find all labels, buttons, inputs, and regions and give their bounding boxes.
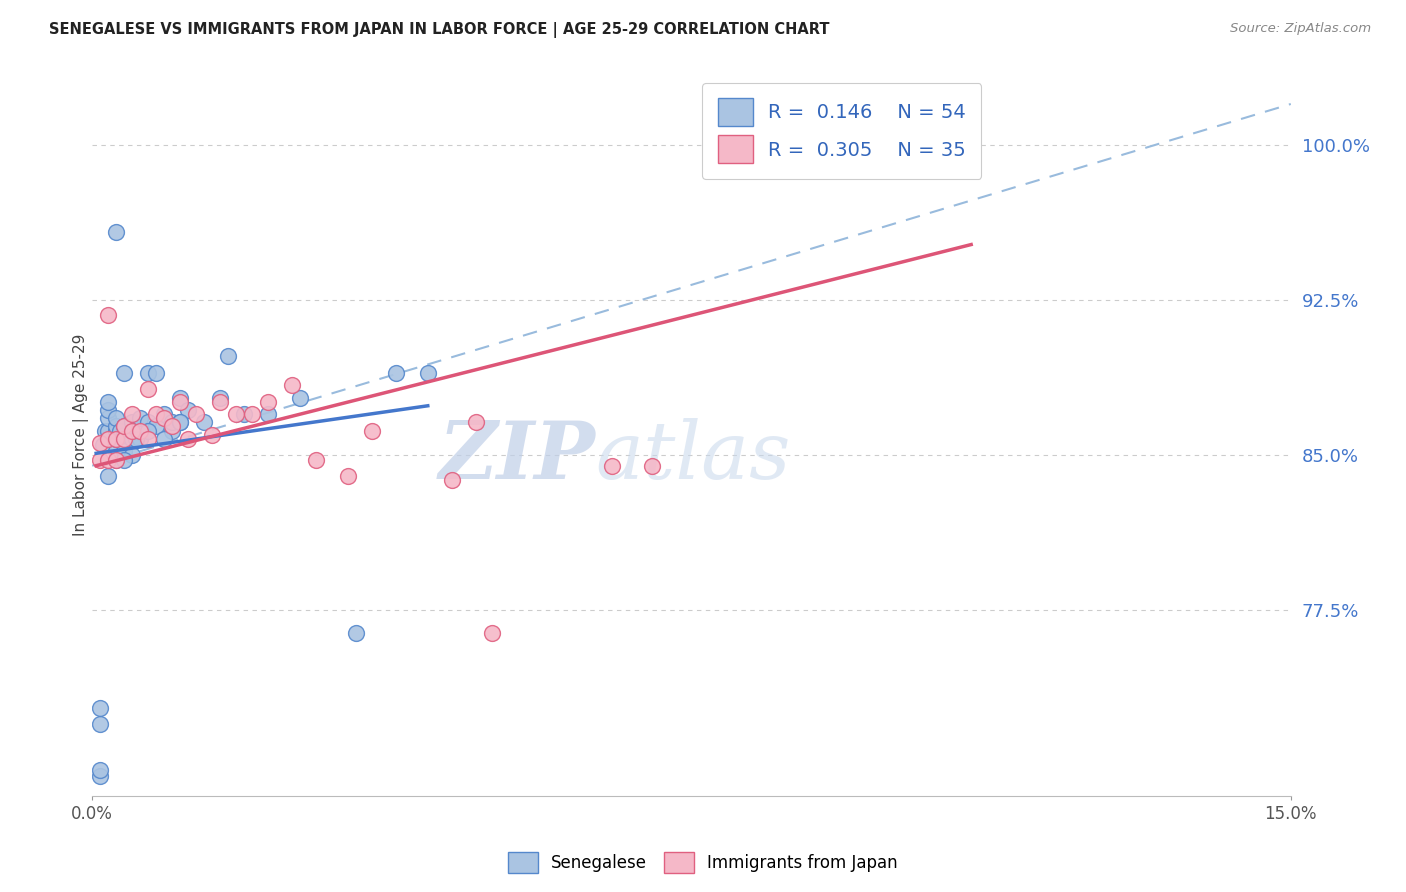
Point — [136, 432, 159, 446]
Point — [121, 432, 143, 446]
Point — [169, 391, 191, 405]
Point — [105, 432, 128, 446]
Text: Source: ZipAtlas.com: Source: ZipAtlas.com — [1230, 22, 1371, 36]
Point — [153, 432, 176, 446]
Point — [105, 225, 128, 239]
Point — [97, 452, 120, 467]
Point — [385, 366, 408, 380]
Point — [89, 436, 111, 450]
Point — [97, 394, 120, 409]
Point — [416, 366, 439, 380]
Point — [105, 452, 128, 467]
Point — [169, 415, 191, 429]
Point — [153, 411, 176, 425]
Point — [89, 717, 111, 731]
Point — [121, 407, 143, 421]
Point — [208, 394, 231, 409]
Point — [481, 626, 503, 640]
Point — [225, 407, 247, 421]
Point — [257, 394, 280, 409]
Point — [193, 415, 215, 429]
Point — [112, 419, 135, 434]
Point — [112, 366, 135, 380]
Point — [288, 391, 311, 405]
Point — [145, 366, 167, 380]
Point — [121, 424, 143, 438]
Point — [440, 473, 463, 487]
Text: SENEGALESE VS IMMIGRANTS FROM JAPAN IN LABOR FORCE | AGE 25-29 CORRELATION CHART: SENEGALESE VS IMMIGRANTS FROM JAPAN IN L… — [49, 22, 830, 38]
Point — [136, 366, 159, 380]
Point — [240, 407, 263, 421]
Legend: Senegalese, Immigrants from Japan: Senegalese, Immigrants from Japan — [502, 846, 904, 880]
Point — [125, 432, 148, 446]
Point — [129, 432, 152, 446]
Point — [169, 415, 191, 429]
Point — [201, 427, 224, 442]
Point — [97, 403, 120, 417]
Point — [112, 427, 135, 442]
Point — [136, 415, 159, 429]
Point — [129, 411, 152, 425]
Point — [177, 403, 200, 417]
Point — [105, 452, 128, 467]
Point — [94, 424, 117, 438]
Point — [257, 407, 280, 421]
Point — [960, 138, 983, 153]
Point — [145, 419, 167, 434]
Point — [93, 438, 115, 452]
Point — [121, 449, 143, 463]
Point — [136, 382, 159, 396]
Point — [160, 424, 183, 438]
Point — [360, 424, 382, 438]
Point — [145, 407, 167, 421]
Point — [112, 444, 135, 458]
Point — [121, 415, 143, 429]
Point — [89, 452, 111, 467]
Point — [208, 391, 231, 405]
Point — [97, 411, 120, 425]
Point — [600, 458, 623, 473]
Point — [112, 419, 135, 434]
Point — [89, 763, 111, 777]
Point — [121, 424, 143, 438]
Point — [160, 419, 183, 434]
Point — [153, 407, 176, 421]
Point — [105, 419, 128, 434]
Text: ZIP: ZIP — [439, 417, 596, 495]
Text: atlas: atlas — [596, 417, 792, 495]
Point — [108, 424, 131, 438]
Point — [217, 349, 239, 363]
Point — [169, 394, 191, 409]
Point — [89, 769, 111, 783]
Point — [89, 700, 111, 714]
Point — [305, 452, 328, 467]
Point — [105, 411, 128, 425]
Point — [464, 415, 486, 429]
Point — [129, 424, 152, 438]
Point — [184, 407, 207, 421]
Point — [344, 626, 367, 640]
Point — [233, 407, 256, 421]
Point — [112, 452, 135, 467]
Point — [336, 469, 359, 483]
Legend: R =  0.146    N = 54, R =  0.305    N = 35: R = 0.146 N = 54, R = 0.305 N = 35 — [702, 83, 981, 178]
Point — [136, 424, 159, 438]
Point — [129, 424, 152, 438]
Point — [105, 444, 128, 458]
Point — [281, 378, 304, 392]
Point — [160, 415, 183, 429]
Point — [112, 432, 135, 446]
Point — [97, 308, 120, 322]
Point — [177, 432, 200, 446]
Point — [105, 424, 128, 438]
Point — [97, 469, 120, 483]
Point — [97, 424, 120, 438]
Point — [640, 458, 662, 473]
Point — [97, 432, 120, 446]
Y-axis label: In Labor Force | Age 25-29: In Labor Force | Age 25-29 — [73, 334, 89, 536]
Point — [105, 432, 128, 446]
